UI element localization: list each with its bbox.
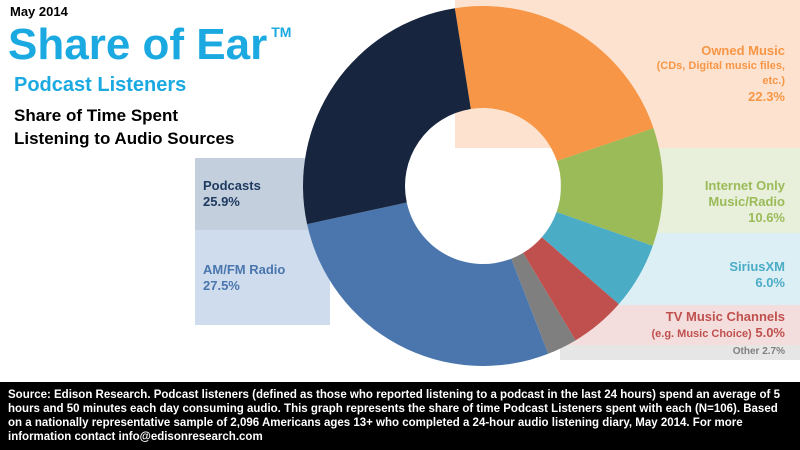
category-label: Other 2.7% (635, 346, 785, 358)
label-box (195, 158, 320, 230)
category-label: Podcasts 25.9% (203, 178, 323, 210)
category-name: TV Music Channels (665, 309, 785, 324)
value-label: 22.3% (748, 89, 785, 104)
category-note: (e.g. Music Choice) (651, 328, 752, 340)
category-note: (CDs, Digital music files, etc.) (656, 60, 785, 87)
donut-slice (523, 237, 619, 341)
value-label: 10.6% (748, 210, 785, 225)
description: Share of Time Spent Listening to Audio S… (14, 106, 235, 148)
category-label: AM/FM Radio 27.5% (203, 262, 333, 294)
trademark: TM (271, 24, 292, 40)
donut-slice (556, 128, 663, 246)
category-name: Owned Music (701, 43, 785, 58)
value-label: 5.0% (755, 325, 785, 340)
note-line: (e.g. Music Choice) 5.0% (565, 325, 785, 342)
value-label: 27.5% (203, 278, 240, 293)
donut-slice (511, 252, 576, 354)
category-name: AM/FM Radio (203, 262, 286, 277)
category-name: Podcasts (203, 178, 261, 193)
category-label: TV Music Channels (e.g. Music Choice) 5.0… (565, 309, 785, 342)
value-label: 25.9% (203, 194, 240, 209)
footer: Source: Edison Research. Podcast listene… (0, 382, 800, 450)
title: Share of Ear TM (8, 20, 291, 70)
label-box (560, 345, 800, 360)
donut-slice (307, 202, 549, 367)
category-label: SiriusXM 6.0% (635, 259, 785, 291)
date: May 2014 (10, 4, 68, 19)
category-name: SiriusXM (729, 259, 785, 274)
label-box (195, 230, 330, 325)
title-text: Share of Ear (8, 20, 268, 69)
donut-slice (454, 5, 654, 161)
value-label: 2.7% (762, 346, 785, 357)
donut-slice (541, 211, 653, 305)
category-label: Owned Music (CDs, Digital music files, et… (645, 43, 785, 105)
donut-slice (303, 8, 471, 225)
value-label: 6.0% (755, 275, 785, 290)
category-name: Other (732, 346, 760, 357)
category-name: Internet Only Music/Radio (704, 178, 785, 209)
category-label: Internet Only Music/Radio 10.6% (655, 178, 785, 226)
subtitle: Podcast Listeners (14, 74, 187, 96)
